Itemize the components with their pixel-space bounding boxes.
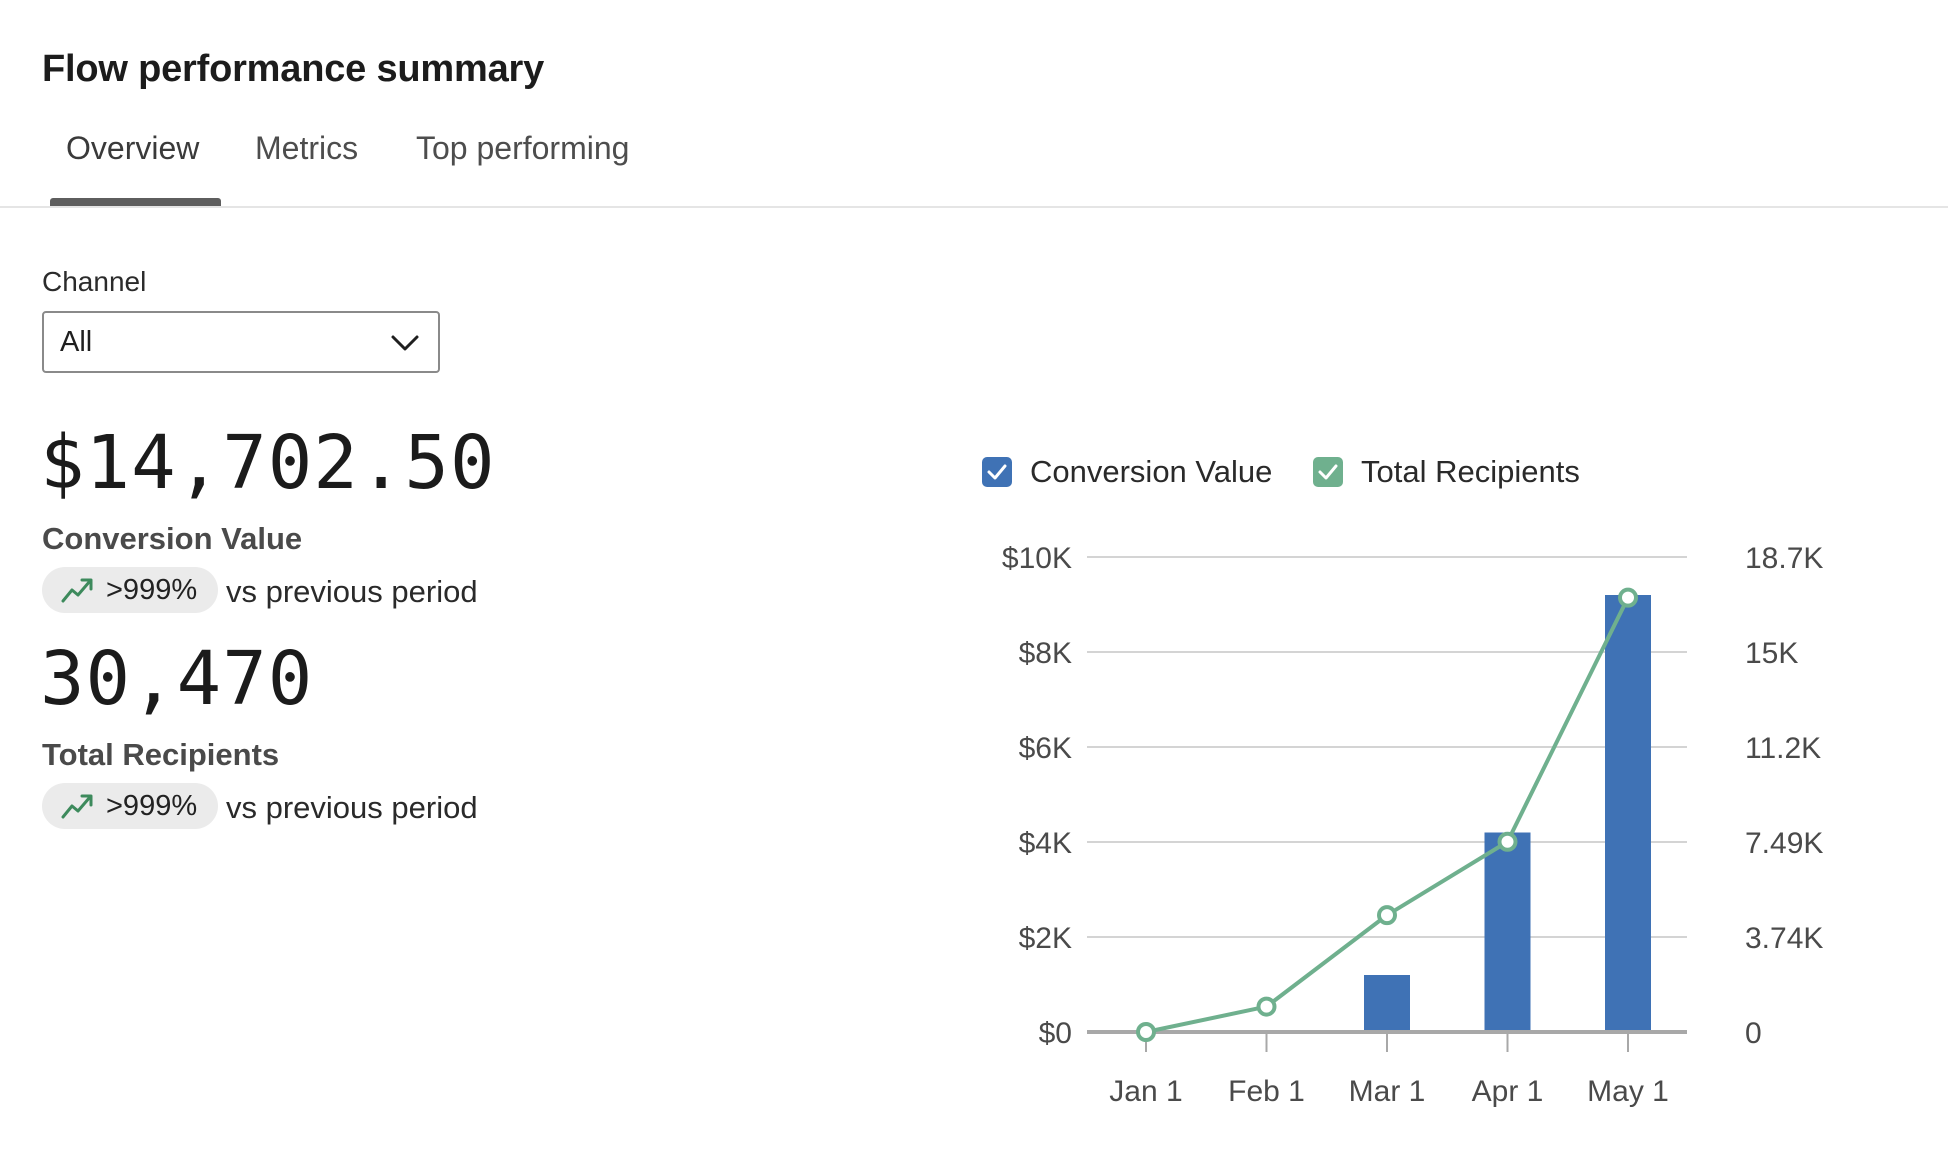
y-left-tick-label: $0 xyxy=(1039,1017,1072,1050)
channel-select-value: All xyxy=(60,326,93,358)
tab-metrics[interactable]: Metrics xyxy=(255,130,359,166)
checkmark-icon xyxy=(987,464,1007,480)
y-right-tick-label: 0 xyxy=(1745,1017,1762,1050)
data-point xyxy=(1618,587,1638,608)
y-right-tick-label: 3.74K xyxy=(1745,922,1823,955)
x-tick-label: Jan 1 xyxy=(1109,1075,1182,1108)
y-left-tick-label: $6K xyxy=(1019,732,1072,765)
bar xyxy=(1484,832,1531,1032)
channel-label: Channel xyxy=(42,266,147,297)
series-line xyxy=(1145,596,1630,1034)
tab-overview[interactable]: Overview xyxy=(66,130,200,166)
y-right-tick-label: 11.2K xyxy=(1745,732,1821,765)
total-recipients-label: Total Recipients xyxy=(42,737,280,772)
conversion-value-number: $14,702.50 xyxy=(40,420,496,506)
y-right-tick-label: 7.49K xyxy=(1745,827,1823,860)
trend-up-icon xyxy=(61,578,93,603)
checkbox-conversion-value[interactable] xyxy=(982,457,1012,487)
x-tick-label: Apr 1 xyxy=(1472,1075,1544,1108)
bar xyxy=(1605,595,1651,1032)
y-left-tick-label: $10K xyxy=(1002,542,1072,575)
conversion-value-label: Conversion Value xyxy=(42,521,303,556)
change-value: >999% xyxy=(106,574,198,606)
bar xyxy=(1364,975,1410,1032)
change-suffix: vs previous period xyxy=(226,574,478,609)
change-suffix: vs previous period xyxy=(226,790,478,825)
y-left-tick-label: $2K xyxy=(1019,922,1072,955)
y-right-tick-label: 18.7K xyxy=(1745,542,1823,575)
data-point xyxy=(1256,996,1277,1017)
active-tab-indicator xyxy=(50,198,221,206)
y-left-tick-label: $4K xyxy=(1019,827,1072,860)
y-left-tick-label: $8K xyxy=(1019,637,1072,670)
chevron-down-icon xyxy=(391,335,419,351)
legend-label: Total Recipients xyxy=(1361,454,1580,489)
x-tick-label: Mar 1 xyxy=(1349,1075,1426,1108)
data-point xyxy=(1497,831,1518,852)
y-right-tick-label: 15K xyxy=(1745,637,1798,670)
data-point xyxy=(1136,1022,1156,1042)
checkmark-icon xyxy=(1318,464,1338,480)
data-point xyxy=(1377,905,1397,926)
total-recipients-number: 30,470 xyxy=(40,636,314,722)
change-value: >999% xyxy=(106,790,198,822)
tab-bar: Overview Metrics Top performing xyxy=(0,120,1948,208)
checkbox-total-recipients[interactable] xyxy=(1313,457,1343,487)
legend-label: Conversion Value xyxy=(1030,454,1273,489)
tab-top-performing[interactable]: Top performing xyxy=(416,130,630,166)
x-tick-label: May 1 xyxy=(1587,1075,1669,1108)
channel-select[interactable]: All xyxy=(42,311,440,373)
page-title: Flow performance summary xyxy=(42,48,545,90)
x-tick-label: Feb 1 xyxy=(1228,1075,1305,1108)
trend-up-icon xyxy=(61,794,93,819)
